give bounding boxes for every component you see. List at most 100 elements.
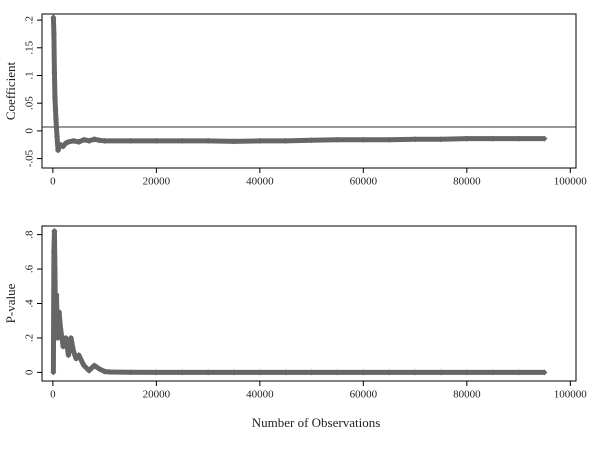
marker xyxy=(65,138,72,145)
marker xyxy=(80,362,87,369)
marker xyxy=(73,355,80,362)
marker xyxy=(489,369,496,376)
x-tick-label: 100000 xyxy=(554,389,588,401)
marker xyxy=(127,369,134,376)
y-tick-label: 0 xyxy=(24,128,36,134)
marker xyxy=(53,291,60,298)
marker xyxy=(282,137,289,144)
marker xyxy=(56,309,63,316)
marker xyxy=(463,369,470,376)
marker xyxy=(515,369,522,376)
marker xyxy=(50,30,57,37)
marker xyxy=(51,228,58,235)
marker xyxy=(360,136,367,143)
marker xyxy=(57,326,64,333)
x-tick-label: 0 xyxy=(50,389,56,401)
marker xyxy=(50,248,57,255)
marker xyxy=(75,352,82,359)
marker xyxy=(91,362,98,369)
marker xyxy=(205,137,212,144)
marker xyxy=(101,368,108,375)
plot-area xyxy=(41,225,577,382)
marker xyxy=(51,266,58,273)
marker xyxy=(230,138,237,145)
y-axis-title: Coefficient xyxy=(3,61,18,120)
marker xyxy=(51,94,58,101)
marker xyxy=(54,133,61,140)
marker xyxy=(386,369,393,376)
marker xyxy=(334,136,341,143)
y-tick-label: .6 xyxy=(24,264,36,273)
marker xyxy=(86,367,93,374)
y-tick-label: .2 xyxy=(24,16,36,24)
marker xyxy=(52,116,59,123)
x-tick-label: 20000 xyxy=(143,389,171,401)
y-tick-label: .8 xyxy=(24,230,36,239)
x-tick-label: 0 xyxy=(50,176,56,188)
marker xyxy=(386,136,393,143)
marker xyxy=(256,137,263,144)
marker xyxy=(153,369,160,376)
marker xyxy=(256,369,263,376)
marker xyxy=(62,334,69,341)
marker xyxy=(153,137,160,144)
marker xyxy=(334,369,341,376)
marker xyxy=(437,369,444,376)
y-tick-label: .2 xyxy=(24,334,36,342)
x-tick-label: 40000 xyxy=(246,389,274,401)
marker xyxy=(52,317,59,324)
y-tick-label: .1 xyxy=(24,71,36,79)
marker xyxy=(412,369,419,376)
y-tick-label: .05 xyxy=(24,96,36,110)
marker xyxy=(96,137,103,144)
marker xyxy=(86,137,93,144)
marker xyxy=(360,369,367,376)
x-tick-label: 60000 xyxy=(350,389,378,401)
marker xyxy=(75,138,82,145)
marker xyxy=(308,369,315,376)
marker xyxy=(541,135,548,142)
marker xyxy=(80,136,87,143)
marker xyxy=(52,105,59,112)
marker xyxy=(463,135,470,142)
marker xyxy=(50,14,57,21)
marker xyxy=(127,137,134,144)
marker xyxy=(489,135,496,142)
plot-area xyxy=(41,13,577,169)
marker xyxy=(96,365,103,372)
y-tick-label: .4 xyxy=(24,299,36,308)
marker xyxy=(70,348,77,355)
y-tick-label: 0 xyxy=(24,369,36,375)
marker xyxy=(50,369,57,376)
y-tick-label: -.05 xyxy=(24,149,36,167)
x-tick-label: 80000 xyxy=(453,389,481,401)
marker xyxy=(282,369,289,376)
marker xyxy=(101,137,108,144)
marker xyxy=(51,69,58,76)
x-tick-label: 60000 xyxy=(350,176,378,188)
marker xyxy=(70,137,77,144)
marker xyxy=(230,369,237,376)
marker xyxy=(60,343,67,350)
x-tick-label: 40000 xyxy=(246,176,274,188)
marker xyxy=(308,137,315,144)
marker xyxy=(412,136,419,143)
marker xyxy=(106,369,113,376)
y-axis-title: P-value xyxy=(3,283,18,323)
marker xyxy=(54,334,61,341)
x-tick-label: 20000 xyxy=(143,176,171,188)
marker xyxy=(541,369,548,376)
marker xyxy=(60,143,67,150)
marker xyxy=(91,136,98,143)
marker xyxy=(437,136,444,143)
marker xyxy=(205,369,212,376)
marker xyxy=(179,369,186,376)
marker xyxy=(179,137,186,144)
marker xyxy=(65,352,72,359)
x-tick-label: 80000 xyxy=(453,176,481,188)
x-axis-title: Number of Observations xyxy=(252,415,381,430)
marker xyxy=(515,135,522,142)
y-tick-label: .15 xyxy=(24,40,36,54)
marker xyxy=(67,334,74,341)
